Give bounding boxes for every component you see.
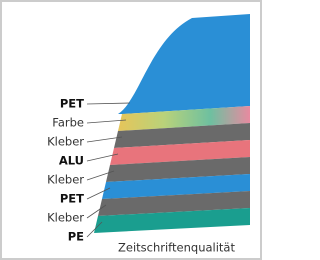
layer-label: PET [60, 97, 84, 111]
layer-label: ALU [59, 154, 84, 168]
layer-label: Kleber [47, 135, 84, 149]
layer-label: PE [68, 230, 84, 244]
layer-label: Farbe [52, 116, 84, 130]
diagram: PET Farbe Kleber ALU Kleber PET Kleber PE Zeits… [0, 0, 262, 260]
layer-label: PET [60, 192, 84, 206]
layer-label: Kleber [47, 211, 84, 225]
layer-label: Kleber [47, 173, 84, 187]
caption: Zeitschriftenqualität [118, 241, 235, 255]
